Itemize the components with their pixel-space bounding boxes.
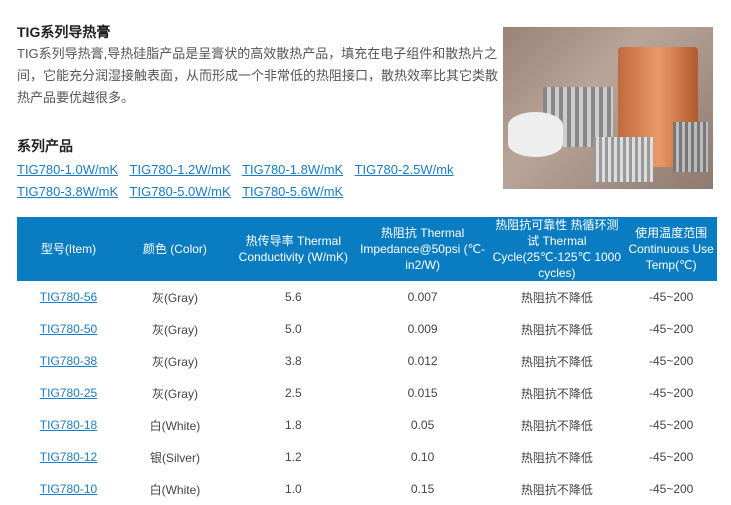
table-row: TIG780-18 白(White) 1.8 0.05 热阻抗不降低 -45~200 [17,409,717,441]
column-header: 热阻抗 Thermal Impedance@50psi (℃-in2/W) [356,217,489,281]
column-header: 颜色 (Color) [119,217,230,281]
table-row: TIG780-56 灰(Gray) 5.6 0.007 热阻抗不降低 -45~200 [17,281,717,313]
series-link[interactable]: TIG780-2.5W/mk [354,162,454,177]
table-cell: 灰(Gray) [151,354,198,369]
table-cell: 灰(Gray) [151,322,198,337]
table-cell: -45~200 [648,322,694,336]
column-header: 热阻抗可靠性 热循环测试 Thermal Cycle(25℃-125℃ 1000… [488,217,626,281]
table-cell: 0.015 [407,386,438,400]
table-cell: 0.007 [407,290,438,304]
table-cell: 白(White) [149,482,201,497]
table-cell: TIG780-18 [17,409,120,441]
table-cell: 0.009 [407,322,438,336]
table-cell: 3.8 [285,354,302,368]
series-link[interactable]: TIG780-1.8W/mK [242,162,344,177]
product-description: TIG系列导热膏,导热硅脂产品是呈膏状的高效散热产品，填充在电子组件和散热片之间… [17,46,499,105]
series-link[interactable]: TIG780-1.2W/mK [129,162,231,177]
table-cell: 银(Silver) [149,450,200,465]
item-link[interactable]: TIG780-38 [39,354,98,368]
table-cell: -45~200 [648,450,694,464]
table-cell: TIG780-25 [17,377,120,409]
item-link[interactable]: TIG780-25 [39,386,98,400]
table-cell: 0.10 [410,450,435,464]
table-cell: -45~200 [648,418,694,432]
table-cell: 热阻抗不降低 [520,322,593,337]
table-cell: 热阻抗不降低 [520,354,593,369]
series-title: 系列产品 [17,138,73,154]
table-cell: TIG780-56 [17,281,120,313]
table-cell: 热阻抗不降低 [520,290,593,305]
table-header: 型号(Item) 颜色 (Color) 热传导率 Thermal Conductiv… [17,217,717,281]
item-link[interactable]: TIG780-12 [39,450,98,464]
table-cell: 灰(Gray) [151,386,198,401]
table-row: TIG780-25 灰(Gray) 2.5 0.015 热阻抗不降低 -45~200 [17,377,717,409]
table-cell: TIG780-10 [17,473,120,505]
table-cell: 5.6 [285,290,302,304]
item-link[interactable]: TIG780-50 [39,322,98,336]
series-link[interactable]: TIG780-1.0W/mK [17,162,119,177]
item-link[interactable]: TIG780-56 [39,290,98,304]
table-row: TIG780-50 灰(Gray) 5.0 0.009 热阻抗不降低 -45~200 [17,313,717,345]
table-cell: 灰(Gray) [151,290,198,305]
item-link[interactable]: TIG780-10 [39,482,98,496]
table-cell: 0.012 [407,354,438,368]
table-cell: TIG780-38 [17,345,120,377]
series-link[interactable]: TIG780-5.6W/mK [242,184,344,199]
series-links: TIG780-1.0W/mK TIG780-1.2W/mK TIG780-1.8… [17,159,497,203]
table-cell: -45~200 [648,354,694,368]
table-cell: 0.15 [410,482,435,496]
table-cell: 0.05 [410,418,435,432]
series-link[interactable]: TIG780-3.8W/mK [17,184,119,199]
table-cell: -45~200 [648,386,694,400]
table-row: TIG780-10 白(White) 1.0 0.15 热阻抗不降低 -45~200 [17,473,717,505]
table-cell: TIG780-12 [17,441,120,473]
table-row: TIG780-12 银(Silver) 1.2 0.10 热阻抗不降低 -45~200 [17,441,717,473]
table-cell: 热阻抗不降低 [520,482,593,497]
table-cell: 1.2 [285,450,302,464]
table-cell: 热阻抗不降低 [520,418,593,433]
table-cell: 2.5 [285,386,302,400]
table-cell: TIG780-50 [17,313,120,345]
table-cell: 白(White) [149,418,201,433]
spec-table: 型号(Item) 颜色 (Color) 热传导率 Thermal Conductiv… [17,217,717,505]
table-cell: 热阻抗不降低 [520,450,593,465]
table-cell: -45~200 [648,290,694,304]
product-photo [503,27,713,189]
column-header: 型号(Item) [17,217,120,281]
column-header: 热传导率 Thermal Conductivity (W/mK) [229,217,357,281]
series-link[interactable]: TIG780-5.0W/mK [129,184,231,199]
table-cell: 5.0 [285,322,302,336]
table-cell: 1.0 [285,482,302,496]
table-cell: 热阻抗不降低 [520,386,593,401]
table-cell: -45~200 [648,482,694,496]
table-row: TIG780-38 灰(Gray) 3.8 0.012 热阻抗不降低 -45~200 [17,345,717,377]
item-link[interactable]: TIG780-18 [39,418,98,432]
page-title: TIG系列导热膏 [17,24,111,40]
column-header: 使用温度范围Continuous Use Temp(℃) [625,217,717,281]
table-cell: 1.8 [285,418,302,432]
